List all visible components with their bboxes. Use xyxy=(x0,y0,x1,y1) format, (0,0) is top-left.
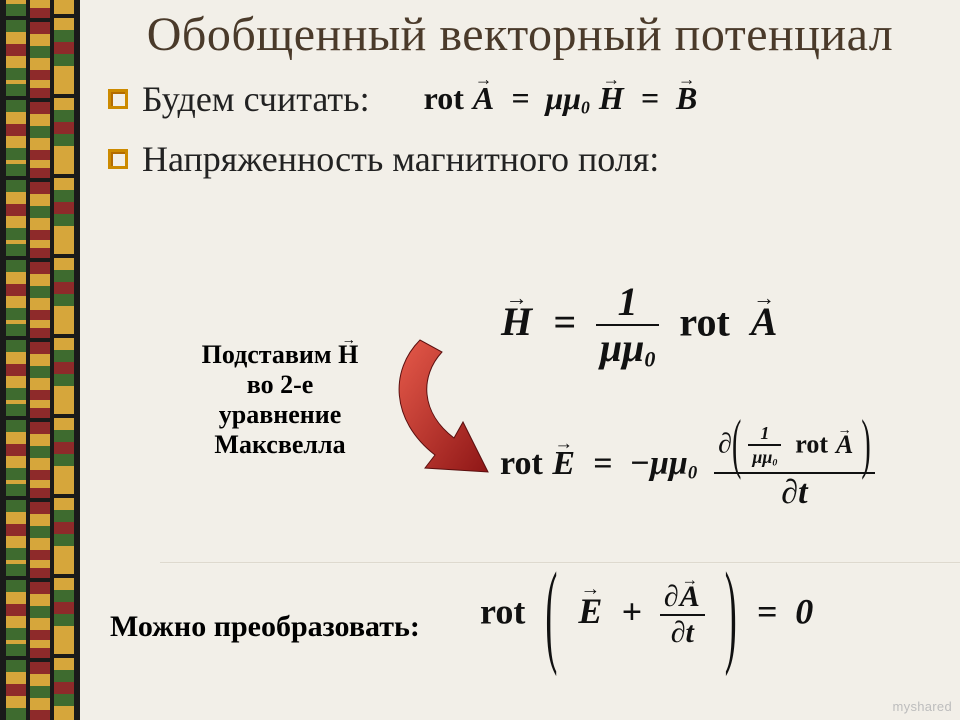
bullet-text: Напряженность магнитного поля: xyxy=(142,138,659,180)
bullet-icon xyxy=(108,89,128,109)
ornament-strip xyxy=(54,0,74,720)
divider-line xyxy=(160,562,960,564)
watermark: myshared xyxy=(893,699,952,714)
bullet-row: Будем считать: rot A = μμ0 H = B xyxy=(80,78,960,120)
bullet-row: Напряженность магнитного поля: xyxy=(80,138,960,180)
slide: Обобщенный векторный потенциал Будем счи… xyxy=(0,0,960,720)
bullet-icon xyxy=(108,149,128,169)
final-label: Можно преобразовать: xyxy=(110,610,420,644)
substitution-note: Подставим →H во 2-е уравнение Максвелла xyxy=(175,340,385,460)
slide-title: Обобщенный векторный потенциал xyxy=(80,0,960,74)
equation-final: rot ( E + ∂A ∂t ) = 0 xyxy=(480,580,813,650)
bullet-text: Будем считать: xyxy=(142,78,370,120)
equation-rotE: rot E = −μμ0 ∂( 1 μμ0 rot A ) ∂t xyxy=(500,420,875,512)
ornament-strip xyxy=(30,0,50,720)
ornament-sidebar xyxy=(0,0,80,720)
equation-rotA: rot A = μμ0 H = B xyxy=(424,80,699,118)
content-area: Обобщенный векторный потенциал Будем счи… xyxy=(80,0,960,720)
equation-H: H = 1 μμ0 rot A xyxy=(500,280,778,373)
ornament-strip xyxy=(6,0,26,720)
